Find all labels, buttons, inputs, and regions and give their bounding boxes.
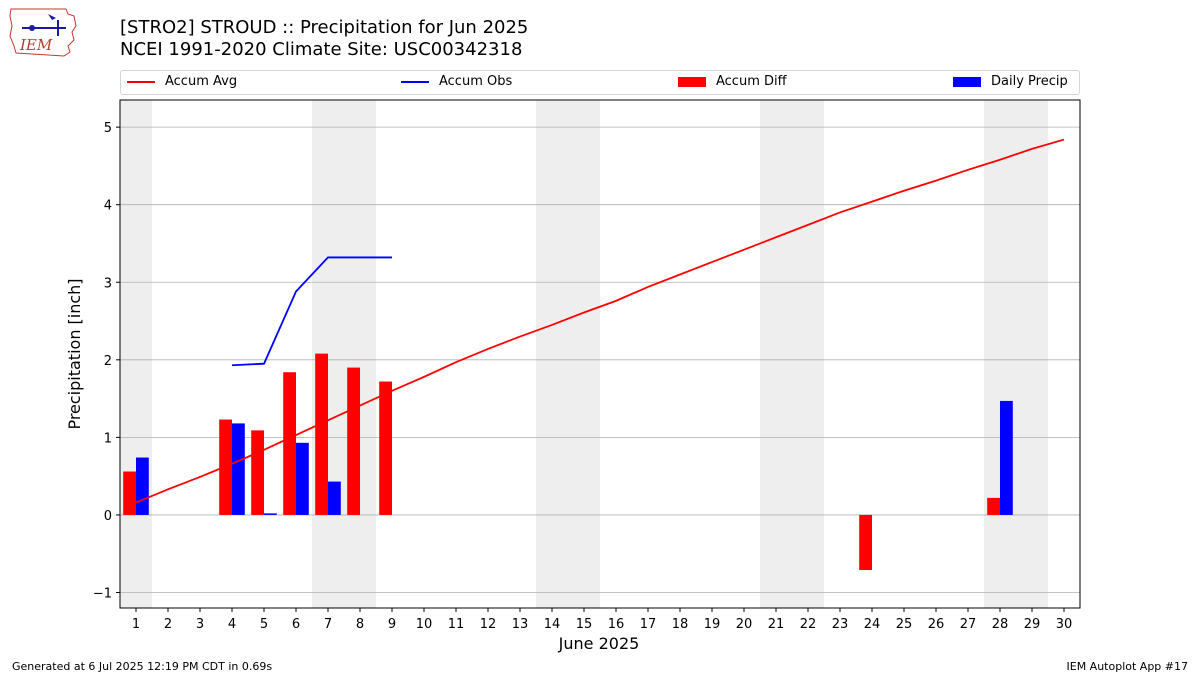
bar-accum-diff-day-1 xyxy=(123,471,136,515)
y-tick-label-4: 4 xyxy=(104,199,112,214)
x-tick-label-11: 11 xyxy=(448,617,465,632)
x-tick-label-1: 1 xyxy=(132,617,140,632)
x-tick-label-25: 25 xyxy=(896,617,913,632)
y-tick-label-5: 5 xyxy=(104,121,112,136)
bar-daily-precip-day-7 xyxy=(328,481,341,515)
x-tick-label-19: 19 xyxy=(704,617,721,632)
bar-accum-diff-day-7 xyxy=(315,353,328,515)
bars xyxy=(123,353,1013,570)
x-tick-label-2: 2 xyxy=(164,617,172,632)
x-tick-label-16: 16 xyxy=(608,617,625,632)
x-tick-label-10: 10 xyxy=(416,617,433,632)
bar-daily-precip-day-6 xyxy=(296,442,309,515)
x-tick-label-18: 18 xyxy=(672,617,689,632)
y-tick-label-3: 3 xyxy=(104,276,112,291)
x-tick-label-22: 22 xyxy=(800,617,817,632)
legend-label-daily-precip: Daily Precip xyxy=(991,74,1068,89)
legend-label-accum-avg: Accum Avg xyxy=(165,74,238,89)
chart-title: [STRO2] STROUD :: Precipitation for Jun … xyxy=(120,17,529,38)
lines xyxy=(135,138,1065,504)
x-tick-label-3: 3 xyxy=(196,617,204,632)
x-tick-label-7: 7 xyxy=(324,617,332,632)
bar-accum-diff-day-8 xyxy=(347,367,360,515)
svg-text:IEM: IEM xyxy=(19,36,53,54)
x-tick-label-29: 29 xyxy=(1024,617,1041,632)
x-axis-label: June 2025 xyxy=(558,634,640,653)
bar-daily-precip-day-5 xyxy=(264,513,277,515)
weekend-shade-3 xyxy=(760,100,824,608)
x-tick-label-15: 15 xyxy=(576,617,593,632)
bar-accum-diff-day-9 xyxy=(379,381,392,515)
legend-item-accum-avg: Accum Avg xyxy=(127,74,237,89)
bar-accum-diff-day-6 xyxy=(283,372,296,515)
legend-swatch-daily-precip xyxy=(953,76,981,87)
line-accum-avg xyxy=(135,138,1065,504)
weekend-shade-0 xyxy=(120,100,152,608)
legend-swatch-accum-obs xyxy=(401,80,429,83)
x-tick-label-20: 20 xyxy=(736,617,753,632)
x-tick-label-17: 17 xyxy=(640,617,657,632)
y-tick-label-0: 0 xyxy=(104,509,112,524)
x-tick-label-5: 5 xyxy=(260,617,268,632)
legend-item-accum-obs: Accum Obs xyxy=(401,74,512,89)
bar-daily-precip-day-4 xyxy=(232,423,245,515)
x-tick-label-21: 21 xyxy=(768,617,785,632)
x-tick-label-9: 9 xyxy=(388,617,396,632)
plot-frame xyxy=(119,99,1081,609)
legend-swatch-accum-avg xyxy=(127,80,155,83)
footer-app: IEM Autoplot App #17 xyxy=(1066,660,1189,673)
grid-lines xyxy=(120,126,1080,593)
x-tick-label-6: 6 xyxy=(292,617,300,632)
x-tick-label-27: 27 xyxy=(960,617,977,632)
weekend-shade-2 xyxy=(536,100,600,608)
line-accum-obs xyxy=(231,256,392,367)
x-tick-label-14: 14 xyxy=(544,617,561,632)
bar-accum-diff-day-5 xyxy=(251,430,264,515)
x-tick-label-26: 26 xyxy=(928,617,945,632)
x-tick-label-28: 28 xyxy=(992,617,1009,632)
y-axis-label: Precipitation [inch] xyxy=(65,278,84,429)
x-tick-label-30: 30 xyxy=(1056,617,1073,632)
chart-legend: Accum Avg Accum Obs Accum Diff Daily Pre… xyxy=(120,70,1080,95)
x-tick-label-13: 13 xyxy=(512,617,529,632)
legend-label-accum-diff: Accum Diff xyxy=(716,74,787,89)
y-tick-label-2: 2 xyxy=(104,354,112,369)
bar-daily-precip-day-28 xyxy=(1000,400,1013,515)
x-tick-label-8: 8 xyxy=(356,617,364,632)
y-tick-label-1: 1 xyxy=(104,431,112,446)
x-tick-label-24: 24 xyxy=(864,617,881,632)
legend-label-accum-obs: Accum Obs xyxy=(439,74,513,89)
bar-accum-diff-day-24 xyxy=(859,514,872,570)
weekend-shade-4 xyxy=(984,100,1048,608)
x-tick-label-12: 12 xyxy=(480,617,497,632)
footer-generated: Generated at 6 Jul 2025 12:19 PM CDT in … xyxy=(12,660,273,673)
iem-logo: IEM xyxy=(9,8,77,57)
weekend-shading xyxy=(120,100,1048,608)
legend-swatch-accum-diff xyxy=(678,76,706,87)
y-tick-label--1: −1 xyxy=(93,586,112,601)
bar-accum-diff-day-28 xyxy=(987,497,1000,515)
legend-item-accum-diff: Accum Diff xyxy=(678,74,787,89)
chart-subtitle: NCEI 1991-2020 Climate Site: USC00342318 xyxy=(120,39,523,60)
x-tick-label-23: 23 xyxy=(832,617,849,632)
bar-daily-precip-day-1 xyxy=(136,457,149,515)
legend-item-daily-precip: Daily Precip xyxy=(953,74,1068,89)
x-tick-label-4: 4 xyxy=(228,617,236,632)
